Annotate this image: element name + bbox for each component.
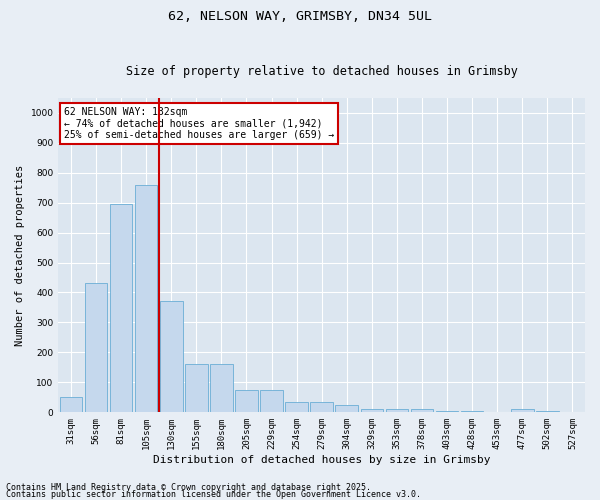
Bar xyxy=(310,402,333,412)
Bar xyxy=(260,390,283,412)
Text: 62 NELSON WAY: 132sqm
← 74% of detached houses are smaller (1,942)
25% of semi-d: 62 NELSON WAY: 132sqm ← 74% of detached … xyxy=(64,107,334,140)
Bar xyxy=(286,402,308,412)
X-axis label: Distribution of detached houses by size in Grimsby: Distribution of detached houses by size … xyxy=(153,455,490,465)
Text: Contains public sector information licensed under the Open Government Licence v3: Contains public sector information licen… xyxy=(6,490,421,499)
Title: Size of property relative to detached houses in Grimsby: Size of property relative to detached ho… xyxy=(126,66,518,78)
Bar xyxy=(185,364,208,412)
Bar xyxy=(386,410,408,412)
Bar xyxy=(160,302,182,412)
Bar xyxy=(235,390,258,412)
Bar xyxy=(110,204,133,412)
Bar xyxy=(461,411,484,412)
Bar xyxy=(511,410,533,412)
Bar xyxy=(411,410,433,412)
Bar xyxy=(361,410,383,412)
Bar xyxy=(135,184,157,412)
Text: Contains HM Land Registry data © Crown copyright and database right 2025.: Contains HM Land Registry data © Crown c… xyxy=(6,484,371,492)
Bar xyxy=(59,398,82,412)
Bar xyxy=(85,284,107,412)
Bar xyxy=(210,364,233,412)
Y-axis label: Number of detached properties: Number of detached properties xyxy=(15,164,25,346)
Bar xyxy=(436,411,458,412)
Bar xyxy=(335,405,358,412)
Bar xyxy=(536,411,559,412)
Text: 62, NELSON WAY, GRIMSBY, DN34 5UL: 62, NELSON WAY, GRIMSBY, DN34 5UL xyxy=(168,10,432,23)
